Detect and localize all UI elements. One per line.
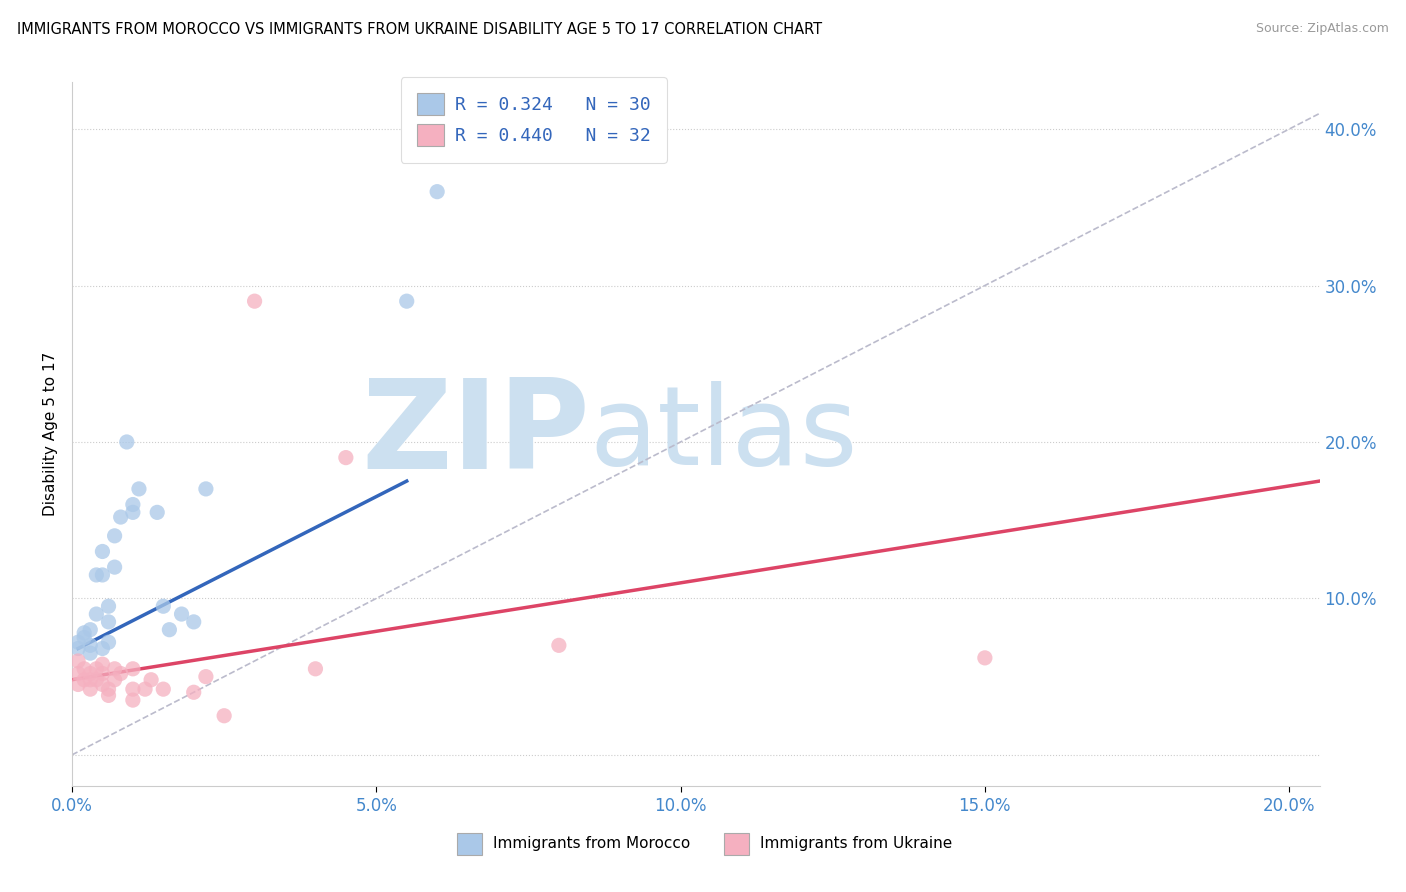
Point [91,666,114,681]
Point [86,662,108,676]
Point [183,615,205,629]
Point [97,599,120,614]
Point [79,673,101,687]
Point [104,529,127,543]
Point [121,693,143,707]
Point [73,625,96,640]
Point [152,599,174,614]
Point [86,673,108,687]
Point [183,685,205,699]
Point [426,185,449,199]
Point [79,638,101,652]
Point [91,641,114,656]
Point [91,544,114,558]
Point [79,646,101,660]
Point [67,677,90,691]
Point [134,682,156,697]
Text: Immigrants from Morocco: Immigrants from Morocco [494,837,690,851]
Point [110,510,132,524]
Point [91,568,114,582]
Text: atlas: atlas [589,381,858,488]
Point [67,666,90,681]
Point [157,623,180,637]
Point [67,654,90,668]
Point [86,568,108,582]
Text: ZIP: ZIP [361,374,589,495]
Point [104,673,127,687]
Point [73,662,96,676]
Point [79,666,101,681]
Point [146,505,169,519]
Point [212,708,235,723]
Point [152,682,174,697]
Point [73,631,96,645]
Text: Source: ZipAtlas.com: Source: ZipAtlas.com [1256,22,1389,36]
Point [79,682,101,697]
Point [110,666,132,681]
Point [97,689,120,703]
Point [973,651,995,665]
Point [121,505,143,519]
Point [104,560,127,574]
Point [395,294,418,309]
Point [67,641,90,656]
Point [79,623,101,637]
Point [194,482,217,496]
Point [104,662,127,676]
Point [194,670,217,684]
Point [121,498,143,512]
Point [91,657,114,672]
Point [547,638,569,652]
Text: Immigrants from Ukraine: Immigrants from Ukraine [761,837,953,851]
Point [335,450,357,465]
Text: IMMIGRANTS FROM MOROCCO VS IMMIGRANTS FROM UKRAINE DISABILITY AGE 5 TO 17 CORREL: IMMIGRANTS FROM MOROCCO VS IMMIGRANTS FR… [17,22,823,37]
Point [73,673,96,687]
Point [128,482,150,496]
Point [97,615,120,629]
Point [304,662,326,676]
Point [97,635,120,649]
Point [121,682,143,697]
Point [170,607,193,621]
Point [115,434,138,449]
Legend: R = 0.324   N = 30, R = 0.440   N = 32: R = 0.324 N = 30, R = 0.440 N = 32 [401,77,666,162]
Point [91,677,114,691]
Point [243,294,266,309]
Point [97,682,120,697]
Y-axis label: Disability Age 5 to 17: Disability Age 5 to 17 [44,352,58,516]
Point [121,662,143,676]
Point [86,607,108,621]
Point [139,673,162,687]
Point [67,635,90,649]
